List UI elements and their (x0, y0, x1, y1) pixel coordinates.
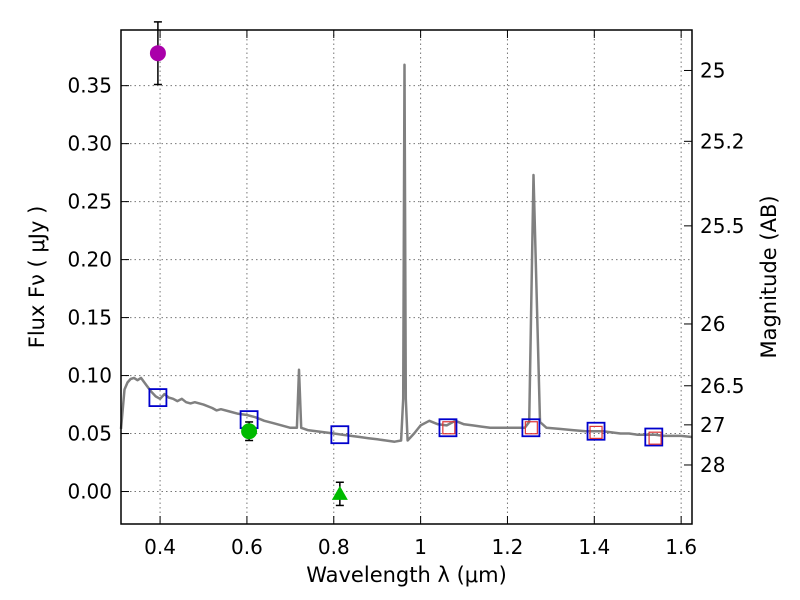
y2-tick-label: 25.5 (700, 214, 745, 238)
red-inner-square (589, 425, 603, 439)
x-tick-label: 0.4 (144, 535, 176, 559)
y-tick-label: 0.10 (67, 364, 112, 388)
y-tick-label: 0.30 (67, 132, 112, 156)
y2-tick-label: 25.2 (700, 129, 745, 153)
spectrum-layer (119, 63, 693, 443)
y-tick-label: 0.00 (67, 480, 112, 504)
y2-tick-label: 26 (700, 312, 725, 336)
x-tick-label: 1.6 (665, 535, 697, 559)
y-axis-title: Flux Fν ( μJy ) (25, 206, 49, 349)
observed-point-triangle (331, 485, 348, 500)
x-axis-title: Wavelength λ (μm) (306, 563, 507, 587)
red-inner-square (442, 421, 456, 435)
markers-layer (148, 21, 664, 507)
model-photometry-square (148, 388, 168, 408)
model-spectrum-line (119, 63, 693, 443)
model-photometry-square (644, 427, 664, 447)
model-photometry-square (438, 418, 458, 438)
y-tick-label: 0.15 (67, 306, 112, 330)
ticks-layer: 0.4 0.6 0.8 1 1.2 1.4 1.6 0.00 0.05 0.10 0.15 0.20 0… (67, 30, 745, 559)
plot-frame (120, 29, 693, 525)
y2-tick-label: 28 (700, 453, 725, 477)
y2-tick-label: 26.5 (700, 374, 745, 398)
grid-layer (121, 30, 692, 524)
model-photometry-square (586, 421, 606, 441)
y-tick-label: 0.05 (67, 422, 112, 446)
y2-axis-title: Magnitude (AB) (757, 195, 781, 358)
y2-tick-label: 27 (700, 413, 725, 437)
x-tick-label: 0.8 (318, 535, 350, 559)
observed-point-circle (149, 45, 166, 62)
y2-tick-label: 25 (700, 58, 725, 82)
x-tick-label: 0.6 (231, 535, 263, 559)
x-tick-label: 1 (414, 535, 427, 559)
x-tick-label: 1.4 (578, 535, 610, 559)
y-tick-label: 0.35 (67, 74, 112, 98)
y-tick-label: 0.25 (67, 190, 112, 214)
observed-point-circle (241, 423, 258, 440)
red-inner-square (648, 431, 662, 445)
x-tick-label: 1.2 (492, 535, 524, 559)
model-photometry-square (330, 425, 350, 445)
y-tick-label: 0.20 (67, 248, 112, 272)
red-inner-square (524, 421, 538, 435)
model-photometry-square (521, 418, 541, 438)
